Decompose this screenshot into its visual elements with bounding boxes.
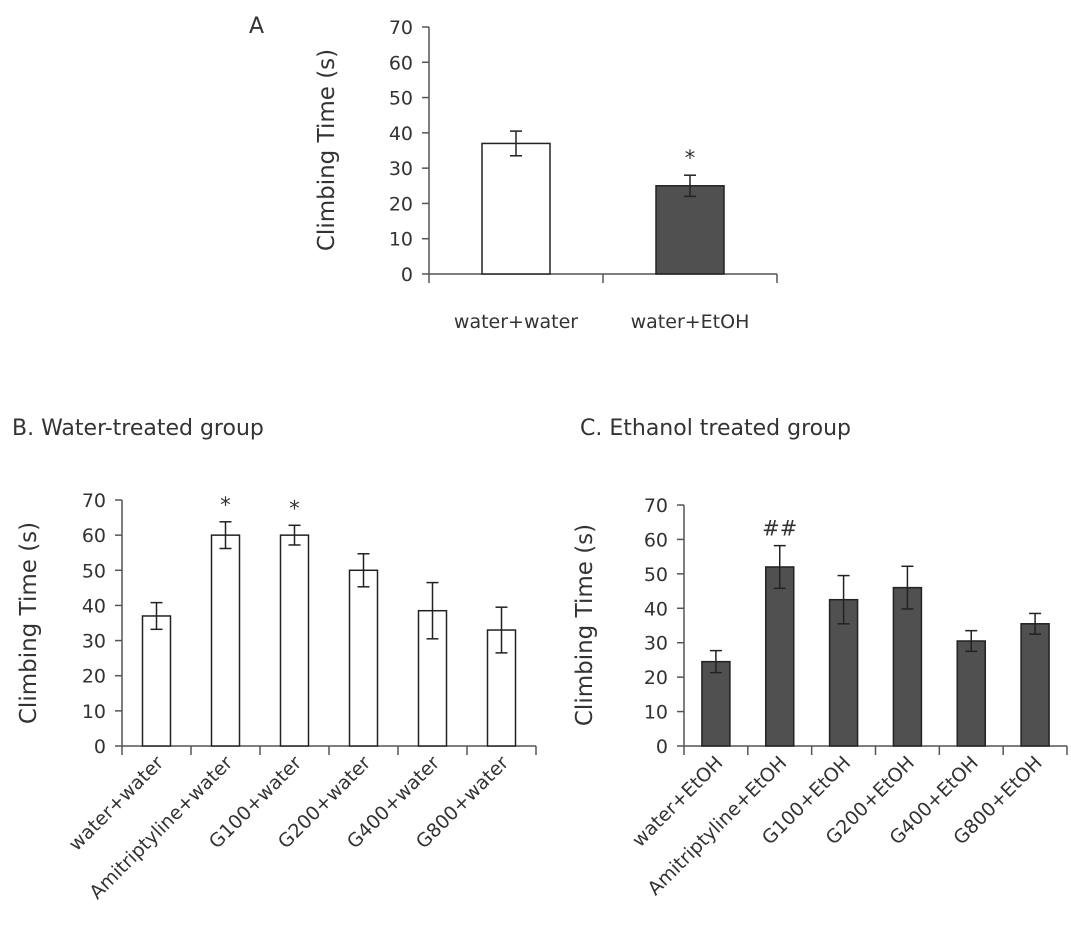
- significance-marker: *: [685, 146, 696, 170]
- y-tick-label: 40: [82, 595, 106, 617]
- y-tick-label: 50: [644, 564, 668, 586]
- bar: [765, 566, 795, 747]
- bar: [892, 586, 923, 747]
- y-tick-label: 50: [82, 560, 106, 582]
- bar: [279, 534, 310, 747]
- y-tick-label: 0: [401, 264, 413, 286]
- bar: [210, 534, 241, 747]
- panel-c-title: C. Ethanol treated group: [580, 416, 852, 441]
- y-tick-label: 60: [389, 52, 413, 74]
- y-tick-label: 60: [82, 525, 106, 547]
- y-tick-label: 70: [82, 490, 106, 512]
- x-tick-label: water+EtOH: [631, 311, 750, 333]
- y-tick-label: 70: [389, 17, 413, 39]
- y-axis-title: Climbing Time (s): [572, 524, 598, 726]
- bar: [701, 660, 731, 747]
- y-tick-label: 10: [644, 702, 668, 724]
- y-tick-label: 20: [82, 666, 106, 688]
- y-tick-label: 0: [94, 736, 106, 758]
- y-tick-label: 40: [389, 123, 413, 145]
- panel-b-title: B. Water-treated group: [12, 416, 264, 441]
- y-tick-label: 70: [644, 495, 668, 517]
- bar: [655, 185, 725, 275]
- y-axis-title: Climbing Time (s): [16, 522, 42, 724]
- panel-a-label: A: [249, 14, 265, 39]
- y-tick-label: 30: [389, 158, 413, 180]
- y-tick-label: 40: [644, 598, 668, 620]
- significance-marker: ##: [762, 517, 797, 541]
- y-tick-label: 50: [389, 88, 413, 110]
- significance-marker: *: [220, 493, 231, 517]
- x-tick-label: water+water: [454, 311, 578, 333]
- y-tick-label: 10: [82, 701, 106, 723]
- y-tick-label: 10: [389, 229, 413, 251]
- y-tick-label: 20: [389, 193, 413, 215]
- y-tick-label: 20: [644, 667, 668, 689]
- y-tick-label: 0: [656, 736, 668, 758]
- bar: [141, 615, 172, 747]
- bar: [956, 640, 986, 747]
- y-tick-label: 30: [82, 631, 106, 653]
- y-axis-title: Climbing Time (s): [314, 49, 340, 251]
- bar: [481, 142, 551, 275]
- bar: [1020, 623, 1050, 747]
- significance-marker: *: [289, 496, 300, 520]
- y-tick-label: 30: [644, 633, 668, 655]
- y-tick-label: 60: [644, 529, 668, 551]
- chart-panel-1: 0 10 20 30 40 50 60 70 Climbing Time (s) water+wa…: [314, 17, 778, 333]
- bar: [348, 569, 379, 747]
